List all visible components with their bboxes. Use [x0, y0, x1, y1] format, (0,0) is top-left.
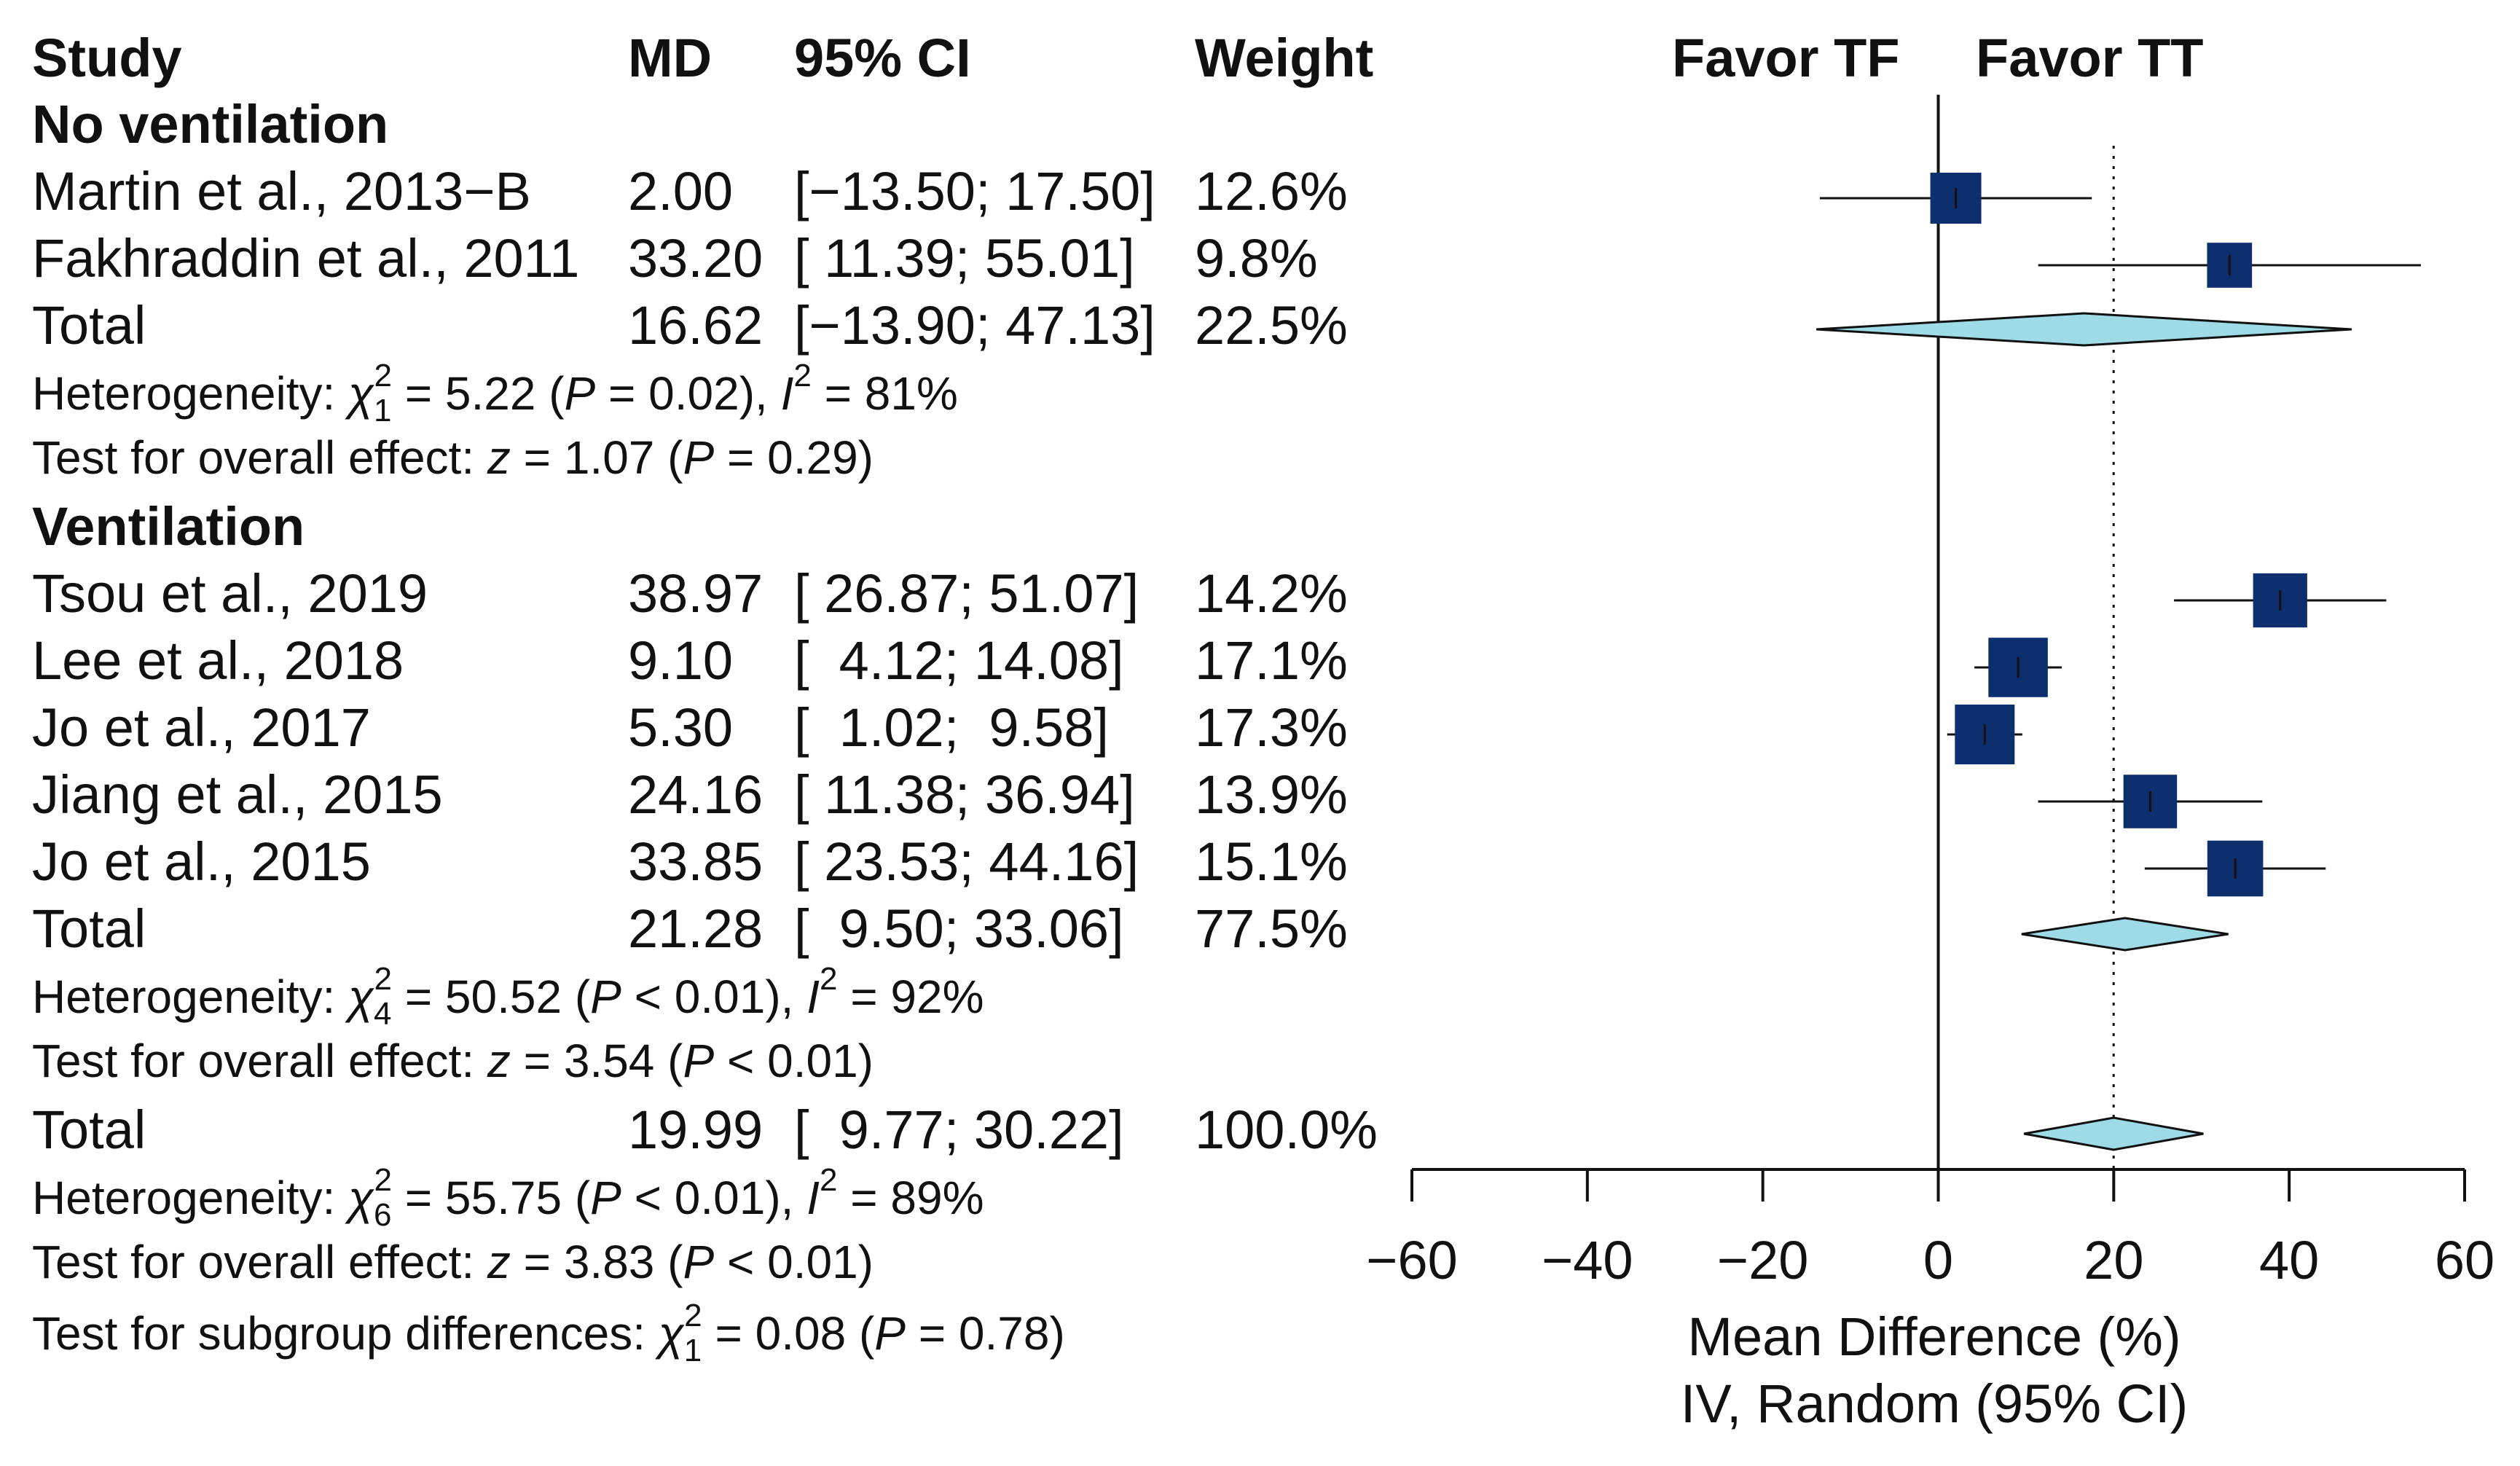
study-ci: [−13.50; 17.50] [794, 161, 1155, 222]
subtotal-label: Total [32, 898, 146, 959]
study-ci: [ 23.53; 44.16] [794, 831, 1139, 892]
study-weight: 17.1% [1195, 630, 1348, 691]
study-md: 38.97 [628, 563, 763, 624]
study-name: Fakhraddin et al., 2011 [32, 228, 579, 289]
favor-left-label: Favor TF [1672, 28, 1899, 88]
study-weight: 9.8% [1195, 228, 1318, 289]
study-md: 33.85 [628, 831, 763, 892]
group-title-ventilation: Ventilation [32, 496, 305, 557]
study-name: Jo et al., 2015 [32, 831, 371, 892]
header-weight: Weight [1195, 28, 1373, 88]
study-weight: 17.3% [1195, 697, 1348, 758]
heterogeneity-text: Heterogeneity: χ12 = 5.22 (P = 0.02), I2… [32, 358, 958, 428]
study-weight: 12.6% [1195, 161, 1348, 222]
subtotal-ci: [ 9.50; 33.06] [794, 898, 1124, 959]
study-md: 24.16 [628, 764, 763, 825]
x-axis-tick-label: 20 [2084, 1230, 2143, 1290]
subtotal-weight: 22.5% [1195, 295, 1348, 356]
header-ci: 95% CI [794, 28, 971, 88]
study-weight: 15.1% [1195, 831, 1348, 892]
study-weight: 14.2% [1195, 563, 1348, 624]
overall-total-ci: [ 9.77; 30.22] [794, 1100, 1124, 1160]
header-study: Study [32, 28, 182, 88]
overall-effect-text: Test for overall effect: z = 3.54 (P < 0… [32, 1035, 874, 1087]
heterogeneity-text: Heterogeneity: χ42 = 50.52 (P < 0.01), I… [32, 961, 984, 1032]
study-ci: [ 11.38; 36.94] [794, 764, 1135, 825]
x-axis-subtitle: IV, Random (95% CI) [1681, 1373, 2188, 1434]
subtotal-ci: [−13.90; 47.13] [794, 295, 1155, 356]
favor-right-label: Favor TT [1976, 28, 2203, 88]
group-title-no-ventilation: No ventilation [32, 94, 388, 154]
overall-total-md: 19.99 [628, 1100, 763, 1160]
study-name: Jiang et al., 2015 [32, 764, 443, 825]
plot-area: −60 −40 −20 0 20 40 60 [1366, 95, 2495, 1290]
x-axis-tick-label: −60 [1366, 1230, 1458, 1290]
study-name: Lee et al., 2018 [32, 630, 404, 691]
x-axis-title: Mean Difference (%) [1687, 1306, 2181, 1367]
overall-total-weight: 100.0% [1195, 1100, 1378, 1160]
subtotal-md: 16.62 [628, 295, 763, 356]
x-axis-tick-label: −20 [1717, 1230, 1809, 1290]
study-ci: [ 4.12; 14.08] [794, 630, 1124, 691]
study-md: 2.00 [628, 161, 733, 222]
x-axis-tick-label: 40 [2259, 1230, 2319, 1290]
subtotal-label: Total [32, 295, 146, 356]
x-axis-tick-label: 60 [2435, 1230, 2495, 1290]
header-md: MD [628, 28, 712, 88]
study-md: 33.20 [628, 228, 763, 289]
study-md: 5.30 [628, 697, 733, 758]
overall-total-label: Total [32, 1100, 146, 1160]
subgroup-differences-text: Test for subgroup differences: χ12 = 0.0… [32, 1298, 1065, 1368]
study-name: Martin et al., 2013−B [32, 161, 531, 222]
overall-total-diamond [2023, 1116, 2204, 1151]
overall-effect-text: Test for overall effect: z = 1.07 (P = 0… [32, 431, 874, 484]
subtotal-md: 21.28 [628, 898, 763, 959]
study-weight: 13.9% [1195, 764, 1348, 825]
x-axis-tick-label: −40 [1542, 1230, 1633, 1290]
study-md: 9.10 [628, 630, 733, 691]
subtotal-weight: 77.5% [1195, 898, 1348, 959]
overall-heterogeneity-text: Heterogeneity: χ62 = 55.75 (P < 0.01), I… [32, 1162, 984, 1233]
study-ci: [ 26.87; 51.07] [794, 563, 1139, 624]
x-axis-tick-label: 0 [1923, 1230, 1953, 1290]
overall-effect-test-text: Test for overall effect: z = 3.83 (P < 0… [32, 1236, 874, 1288]
subtotal-diamond-no-ventilation [1816, 312, 2352, 347]
subtotal-diamond-ventilation [2021, 917, 2229, 952]
study-name: Tsou et al., 2019 [32, 563, 428, 624]
study-ci: [ 1.02; 9.58] [794, 697, 1109, 758]
study-ci: [ 11.39; 55.01] [794, 228, 1135, 289]
study-name: Jo et al., 2017 [32, 697, 371, 758]
